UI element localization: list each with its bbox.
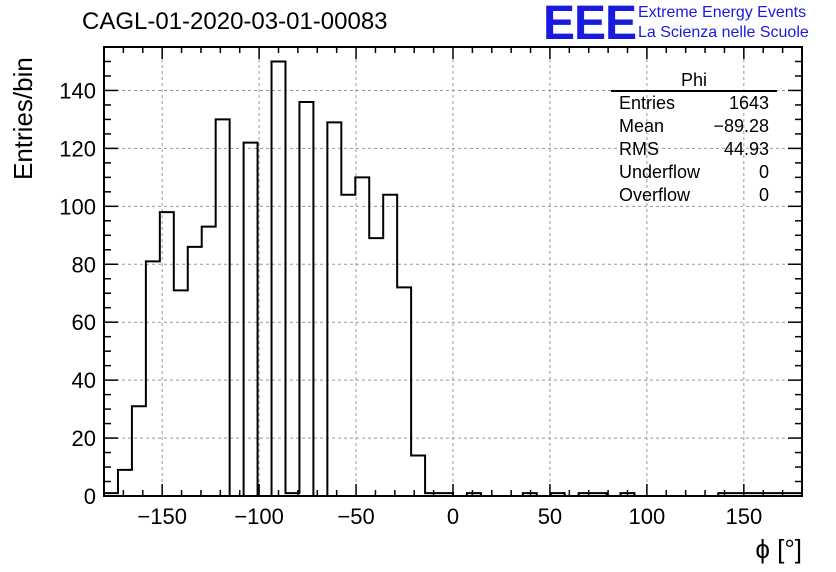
stats-label: RMS (619, 139, 659, 159)
histogram-bin (244, 143, 258, 496)
y-tick-label: 0 (84, 484, 96, 509)
x-tick-label: 100 (629, 504, 666, 529)
x-tick-label: −50 (337, 504, 374, 529)
y-tick-label: 80 (72, 252, 96, 277)
histogram-bin (272, 61, 286, 496)
stats-row-rms: RMS 44.93 (611, 138, 777, 161)
histogram-outline (103, 60, 803, 497)
stats-title: Phi (611, 70, 777, 92)
histogram-bars (103, 60, 803, 497)
y-tick-label: 120 (59, 136, 96, 161)
stats-label: Mean (619, 116, 665, 136)
x-tick-label: −100 (234, 504, 284, 529)
stats-value: 0 (758, 185, 769, 205)
axis-ticks: −150 −100 −50 0 50 100 150 0 20 40 60 80 100 120 140 (59, 46, 803, 529)
x-tick-label: −150 (137, 504, 187, 529)
x-tick-label: 0 (447, 504, 459, 529)
logo-line-2: La Scienza nelle Scuole (638, 24, 809, 41)
histogram-bin (355, 177, 369, 496)
y-tick-label: 20 (72, 426, 96, 451)
stats-row-entries: Entries 1643 (611, 92, 777, 115)
stats-row-overflow: Overflow 0 (611, 184, 777, 207)
chart-title: CAGL-01-2020-03-01-00083 (82, 8, 388, 35)
x-tick-label: 50 (538, 504, 562, 529)
histogram-bin (146, 261, 160, 496)
histogram-bin (132, 406, 146, 496)
stats-label: Underflow (619, 162, 701, 182)
stats-value: −89.28 (713, 116, 769, 136)
histogram-bin (174, 290, 188, 496)
histogram-bin (216, 119, 230, 496)
histogram-bin (299, 102, 313, 496)
x-tick-label: 150 (725, 504, 762, 529)
histogram-bin (188, 247, 202, 496)
y-tick-label: 60 (72, 310, 96, 335)
eee-logo-text: Extreme Energy Events La Scienza nelle S… (638, 3, 809, 43)
stats-row-mean: Mean −89.28 (611, 115, 777, 138)
histogram-bin (202, 227, 216, 496)
logo-line-1: Extreme Energy Events (638, 4, 807, 21)
histogram-bin (411, 455, 425, 496)
stats-value: 0 (758, 162, 769, 182)
stats-row-underflow: Underflow 0 (611, 161, 777, 184)
grid-lines (104, 47, 802, 496)
histogram-bin (369, 238, 383, 496)
x-axis-label: ϕ [°] (755, 534, 802, 564)
histogram-bin (397, 287, 411, 496)
histogram-bin (383, 195, 397, 496)
stats-value: 1643 (728, 93, 769, 113)
histogram-bin (118, 470, 132, 496)
histogram-bin (341, 195, 355, 496)
stats-label: Entries (619, 93, 676, 113)
y-tick-label: 40 (72, 368, 96, 393)
y-tick-label: 140 (59, 78, 96, 103)
eee-logo: EEE (543, 0, 637, 50)
stats-value: 44.93 (723, 139, 769, 159)
histogram-bin (327, 122, 341, 496)
stats-box: Phi Entries 1643 Mean −89.28 RMS 44.93 U… (611, 70, 777, 207)
y-tick-label: 100 (59, 194, 96, 219)
stats-label: Overflow (619, 185, 691, 205)
